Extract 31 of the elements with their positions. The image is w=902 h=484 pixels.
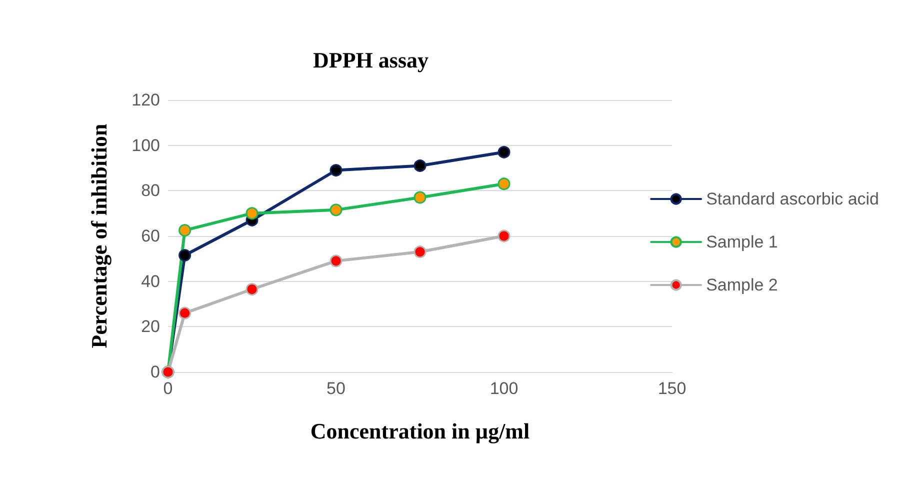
- x-tick-label: 100: [490, 379, 518, 398]
- point: [330, 164, 342, 177]
- point: [178, 249, 192, 262]
- legend-label: Sample 1: [706, 232, 778, 252]
- point: [414, 191, 426, 204]
- x-tick-label: 150: [658, 379, 686, 398]
- point: [246, 207, 258, 220]
- chart-title: DPPH assay: [313, 48, 428, 72]
- legend-label: Standard ascorbic acid: [706, 190, 880, 208]
- y-tick-label: 0: [150, 362, 160, 382]
- y-tick-label: 100: [132, 136, 160, 155]
- y-axis-title: Percentage of inhibition: [86, 124, 112, 348]
- point: [498, 146, 510, 158]
- y-tick-label: 60: [141, 226, 160, 246]
- x-axis-title: Concentration in µg/ml: [310, 418, 530, 444]
- point: [330, 254, 342, 268]
- point: [414, 246, 426, 258]
- point: [178, 306, 192, 320]
- point: [246, 283, 258, 296]
- point: [498, 230, 510, 242]
- point: [414, 159, 426, 172]
- x-tick-label: 50: [326, 379, 346, 398]
- x-tick-label: 0: [163, 379, 173, 398]
- y-tick-label: 40: [141, 272, 160, 291]
- y-tick-label: 20: [141, 317, 160, 336]
- y-tick-label: 80: [141, 181, 160, 200]
- legend-label: Sample 2: [706, 276, 778, 294]
- point: [498, 178, 510, 190]
- point: [330, 204, 342, 216]
- point: [178, 224, 192, 237]
- y-tick-label: 120: [132, 90, 160, 110]
